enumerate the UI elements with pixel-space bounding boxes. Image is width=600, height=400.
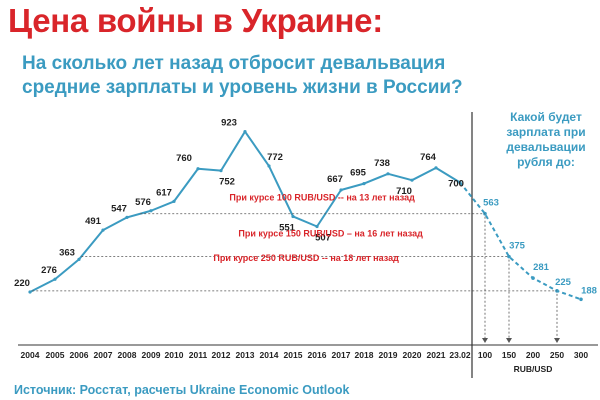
x-tick-label: 2021	[427, 350, 446, 360]
history-point	[362, 182, 366, 186]
forecast-point	[579, 297, 583, 302]
forecast-series-line	[459, 181, 582, 301]
history-point	[172, 199, 176, 204]
x-tick-label: 200	[526, 350, 540, 360]
history-value-label: 710	[396, 186, 412, 197]
annotation-arrowhead	[554, 338, 560, 343]
forecast-value-label: 281	[533, 262, 550, 273]
x-tick-label: 100	[478, 350, 492, 360]
x-tick-label: 250	[550, 350, 564, 360]
x-tick-label: 2016	[308, 350, 327, 360]
history-value-label: 772	[267, 152, 283, 163]
history-value-label: 276	[41, 265, 57, 276]
annotation-label: При курсе 100 RUB/USD -- на 13 лет назад	[229, 193, 415, 203]
history-value-label: 576	[135, 197, 151, 208]
forecast-point	[507, 254, 511, 259]
x-tick-label: 2020	[403, 350, 422, 360]
history-point	[149, 209, 153, 213]
history-point	[28, 290, 32, 294]
history-value-label: 617	[156, 187, 172, 198]
history-value-label: 667	[327, 174, 343, 185]
history-value-label: 752	[219, 177, 235, 188]
annotation-label: При курсе 250 RUB/USD -- на 18 лет назад	[213, 253, 399, 263]
history-value-label: 507	[315, 233, 331, 244]
forecast-value-label: 225	[555, 277, 572, 288]
x-tick-label: 2007	[94, 350, 113, 360]
history-point	[53, 277, 57, 281]
x-tick-label: 2009	[142, 350, 161, 360]
history-point	[339, 188, 343, 192]
history-point	[434, 166, 438, 170]
page-title: Цена войны в Украине:	[8, 2, 383, 39]
x-axis-unit: RUB/USD	[514, 364, 553, 374]
history-point	[101, 228, 105, 232]
history-value-label: 220	[14, 278, 30, 289]
x-tick-label: 2015	[284, 350, 303, 360]
history-value-label: 923	[221, 118, 237, 129]
x-tick-label: 2010	[165, 350, 184, 360]
forecast-point	[531, 276, 535, 280]
history-value-label: 764	[420, 152, 437, 163]
forecast-value-label: 375	[509, 241, 526, 252]
history-value-label: 760	[176, 153, 192, 164]
history-value-label: 551	[279, 222, 296, 233]
x-tick-label: 23.02	[449, 350, 471, 360]
x-tick-label: 2012	[212, 350, 231, 360]
history-point	[410, 178, 414, 182]
source-note: Источник: Росстат, расчеты Ukraine Econo…	[14, 383, 350, 397]
history-value-label: 695	[350, 168, 367, 179]
history-value-label: 738	[374, 158, 390, 169]
forecast-value-label: 188	[581, 285, 597, 296]
x-tick-label: 2018	[355, 350, 374, 360]
history-point	[267, 164, 271, 168]
x-tick-label: 300	[574, 350, 588, 360]
history-point	[243, 129, 247, 134]
history-point	[219, 168, 223, 173]
history-value-label: 700	[448, 178, 464, 189]
history-point	[315, 224, 319, 229]
annotation-label: При курсе 150 RUB/USD – на 16 лет назад	[238, 229, 423, 239]
x-tick-label: 2017	[332, 350, 351, 360]
x-tick-label: 2013	[236, 350, 255, 360]
x-tick-label: 2019	[379, 350, 398, 360]
history-point	[386, 172, 390, 176]
x-tick-label: 2006	[70, 350, 89, 360]
side-note: Какой будет зарплата при девальвации руб…	[506, 110, 586, 169]
x-tick-label: 2004	[21, 350, 40, 360]
x-tick-label: 2011	[189, 350, 208, 360]
history-series-line	[29, 130, 461, 293]
page-subtitle: На сколько лет назад отбросит девальваци…	[22, 53, 463, 98]
history-point	[196, 167, 200, 171]
x-tick-label: 2008	[118, 350, 137, 360]
history-point	[125, 215, 129, 219]
history-value-label: 363	[59, 247, 75, 258]
history-value-label: 547	[111, 203, 127, 214]
history-value-label: 491	[85, 216, 102, 227]
annotation-arrowhead	[482, 338, 488, 343]
x-tick-label: 150	[502, 350, 516, 360]
history-point	[77, 257, 81, 261]
x-tick-label: 2014	[260, 350, 279, 360]
history-point	[291, 214, 295, 219]
annotation-arrowhead	[506, 338, 512, 343]
x-tick-label: 2005	[46, 350, 65, 360]
forecast-value-label: 563	[483, 198, 499, 209]
